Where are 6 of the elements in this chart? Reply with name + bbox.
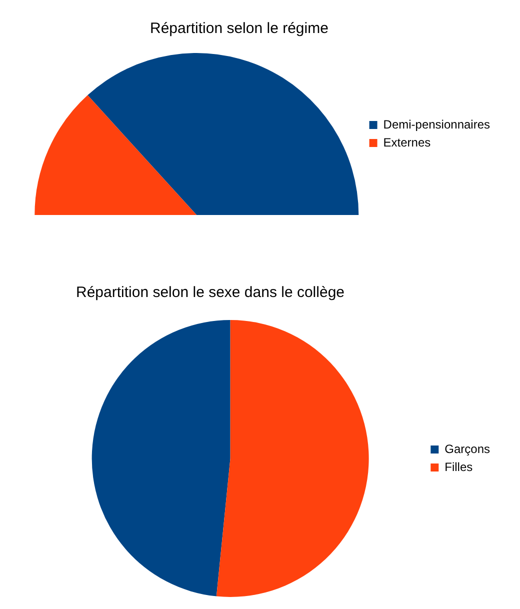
chart-title: Répartition selon le sexe dans le collège xyxy=(76,284,344,301)
legend-label: Garçons xyxy=(444,442,490,456)
legend-label: Externes xyxy=(383,135,431,150)
chart-title: Répartition selon le régime xyxy=(150,20,328,37)
legend-label: Filles xyxy=(444,460,473,474)
legend-label: Demi-pensionnaires xyxy=(383,117,490,132)
